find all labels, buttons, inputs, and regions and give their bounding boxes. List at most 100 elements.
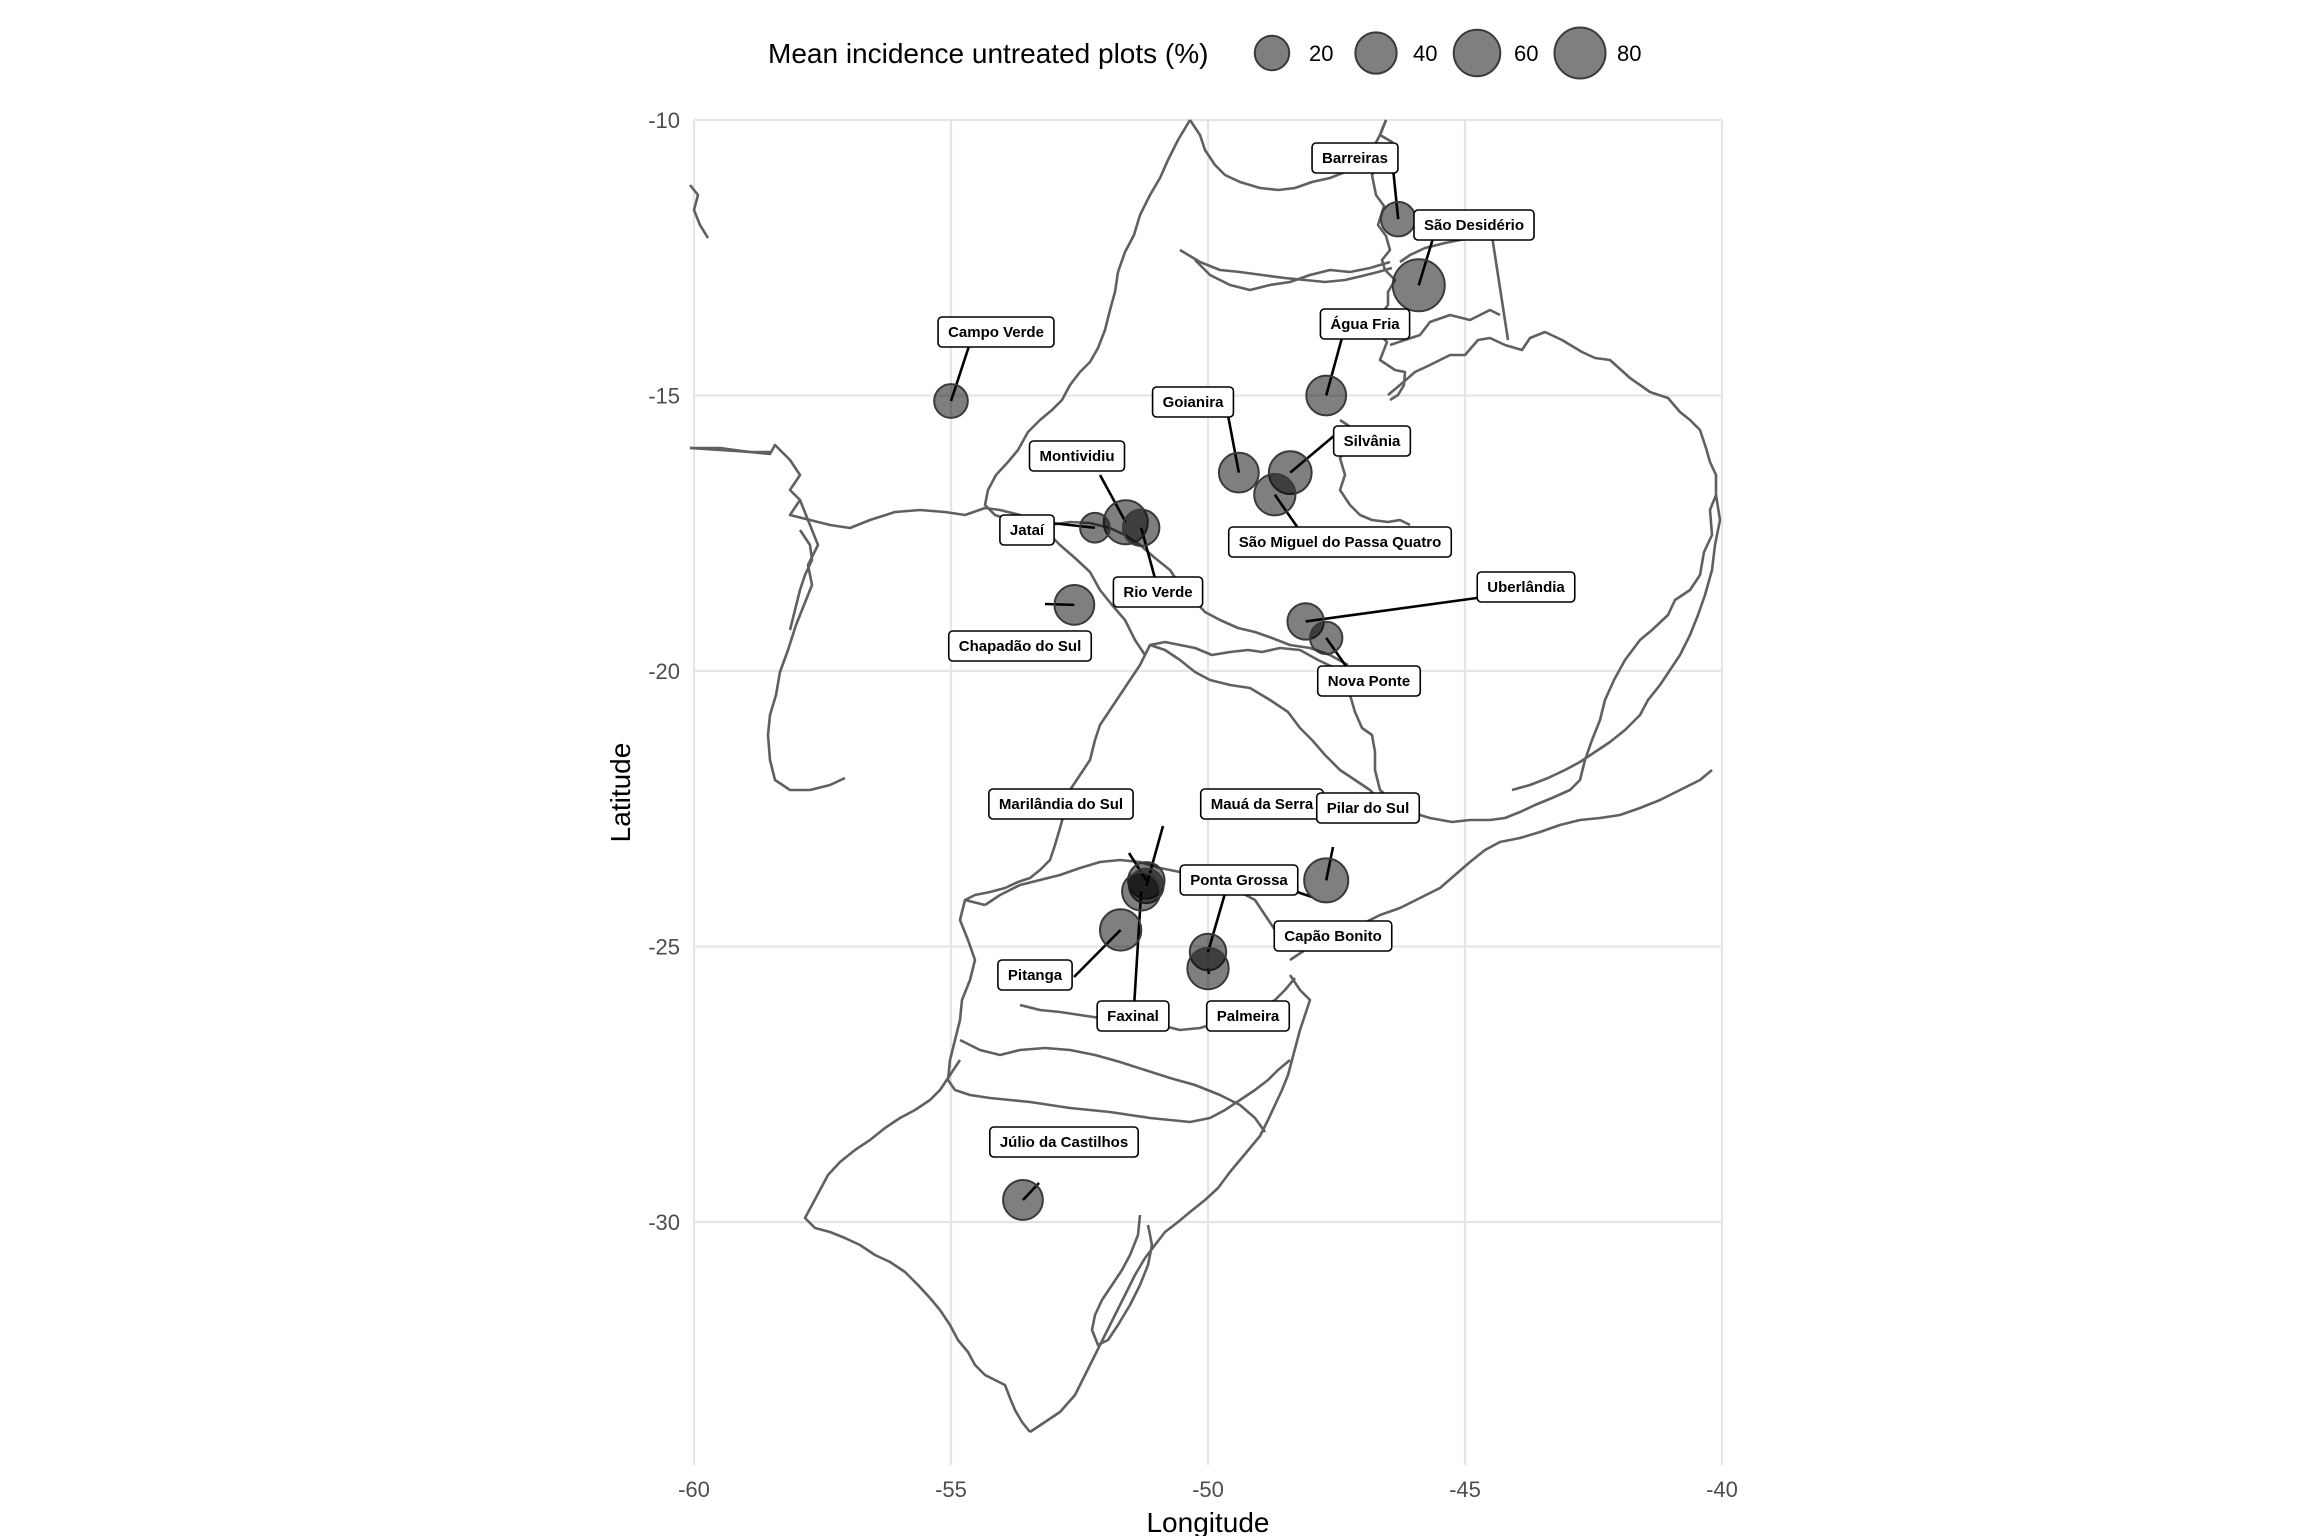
point-label-box	[1179, 864, 1299, 896]
point-label-text: São Miguel do Passa Quatro	[1239, 534, 1442, 551]
point-label-text: Ponta Grossa	[1190, 872, 1288, 889]
point-label-box	[999, 514, 1055, 546]
legend-key-60	[1452, 28, 1502, 78]
point-label-text: Palmeira	[1217, 1008, 1280, 1025]
data-point	[1309, 620, 1344, 656]
y-tick-label: -25	[648, 935, 680, 960]
x-tick-label: -60	[678, 1477, 710, 1502]
legend-label-20: 20	[1309, 41, 1333, 66]
point-label: Júlio da Castilhos	[989, 1126, 1139, 1158]
point-label-box	[988, 788, 1134, 820]
border-western-frontier	[689, 446, 770, 454]
point-label: Rio Verde	[1112, 576, 1204, 608]
border-rs	[803, 1059, 1032, 1433]
point-labels: Barreiras São Desidério Água Fria Campo Ver…	[937, 142, 1576, 1158]
data-point	[1186, 946, 1230, 991]
data-point	[1253, 473, 1297, 517]
point-label-text: Montividiu	[1040, 448, 1115, 465]
point-label-box	[947, 630, 1093, 662]
y-tick-label: -15	[648, 384, 680, 409]
point-label-text: Júlio da Castilhos	[1000, 1134, 1128, 1151]
point-label: Faxinal	[1096, 1000, 1170, 1032]
point-label-text: Goianira	[1163, 394, 1225, 411]
point-label: Nova Ponte	[1316, 665, 1422, 697]
point-label-text: Chapadão do Sul	[959, 638, 1082, 655]
point-label-text: Uberlândia	[1487, 579, 1565, 596]
x-tick-label: -40	[1706, 1477, 1738, 1502]
point-label: São Miguel do Passa Quatro	[1227, 526, 1453, 558]
data-point	[1303, 857, 1350, 904]
point-label-text: Barreiras	[1322, 150, 1388, 167]
border-ms-sp	[963, 524, 1152, 907]
legend-key-20	[1253, 34, 1291, 72]
border-mt-ms	[690, 443, 1041, 530]
point-label-box	[1227, 526, 1453, 558]
point-label-box	[1311, 142, 1399, 174]
data-point	[1098, 908, 1143, 952]
border-sc-rs	[959, 1038, 1267, 1133]
border-minas-gerais	[1149, 330, 1718, 824]
data-point	[1079, 511, 1111, 544]
point-label-text: Nova Ponte	[1328, 673, 1411, 690]
point-label: Pilar do Sul	[1315, 792, 1421, 824]
border-lagoa	[1090, 1214, 1154, 1347]
y-tick-label: -30	[648, 1210, 680, 1235]
point-label-text: Pitanga	[1008, 967, 1063, 984]
point-label: Campo Verde	[937, 316, 1055, 348]
point-label-box	[1319, 308, 1411, 340]
axes: -60 -55 -50 -45 -40 -10 -15 -20 -25 -30 Longitude L…	[605, 108, 1738, 1536]
point-label-box	[1315, 792, 1421, 824]
legend-label-80: 80	[1617, 41, 1641, 66]
data-point	[1121, 871, 1162, 912]
legend-title: Mean incidence untreated plots (%)	[768, 38, 1208, 69]
legend: Mean incidence untreated plots (%) 20 40 60…	[768, 26, 1641, 80]
point-label-text: Silvânia	[1344, 433, 1401, 450]
point-label-box	[1476, 571, 1576, 603]
point-label: Água Fria	[1319, 308, 1411, 340]
point-label-box	[1112, 576, 1204, 608]
point-label-text: Água Fria	[1330, 316, 1400, 333]
legend-key-40	[1354, 31, 1398, 75]
border-sp-mg	[1149, 643, 1393, 811]
point-label: Goianira	[1151, 386, 1235, 418]
point-label-text: Capão Bonito	[1284, 928, 1382, 945]
x-tick-label: -55	[935, 1477, 967, 1502]
point-label-box	[1273, 920, 1393, 952]
point-label-box	[1332, 425, 1412, 457]
point-label-box	[1316, 665, 1422, 697]
x-axis-title: Longitude	[1146, 1507, 1269, 1536]
data-point	[1053, 583, 1096, 626]
point-label: Capão Bonito	[1273, 920, 1393, 952]
data-point	[1305, 374, 1348, 417]
point-label-text: São Desidério	[1424, 217, 1524, 234]
point-label-box	[1151, 386, 1235, 418]
point-label-box	[989, 1126, 1139, 1158]
border-ms-paraguay	[788, 529, 814, 631]
leader-line	[1305, 595, 1485, 623]
coastline-rs	[1029, 974, 1312, 1434]
point-label-text: Jataí	[1010, 522, 1045, 539]
y-tick-label: -10	[648, 108, 680, 133]
data-point	[1002, 1179, 1044, 1221]
point-label-box	[1096, 1000, 1170, 1032]
point-label-box	[1413, 209, 1535, 241]
border-ms-west	[766, 499, 846, 792]
point-label-box	[1028, 440, 1126, 472]
legend-label-60: 60	[1514, 41, 1538, 66]
data-points	[933, 200, 1446, 1221]
data-point	[1121, 508, 1161, 547]
legend-key-80	[1553, 26, 1607, 80]
point-label-box	[997, 959, 1073, 991]
border-goias-west	[983, 119, 1349, 667]
point-label-text: Mauá da Serra	[1211, 796, 1314, 813]
point-label-text: Marilândia do Sul	[999, 796, 1123, 813]
data-point	[1391, 258, 1446, 313]
data-point	[1217, 451, 1260, 494]
point-label-text: Pilar do Sul	[1327, 800, 1410, 817]
point-label: Silvânia	[1332, 425, 1412, 457]
point-label: Uberlândia	[1476, 571, 1576, 603]
data-point	[933, 383, 969, 419]
data-point	[1379, 200, 1417, 238]
point-label-text: Faxinal	[1107, 1008, 1159, 1025]
